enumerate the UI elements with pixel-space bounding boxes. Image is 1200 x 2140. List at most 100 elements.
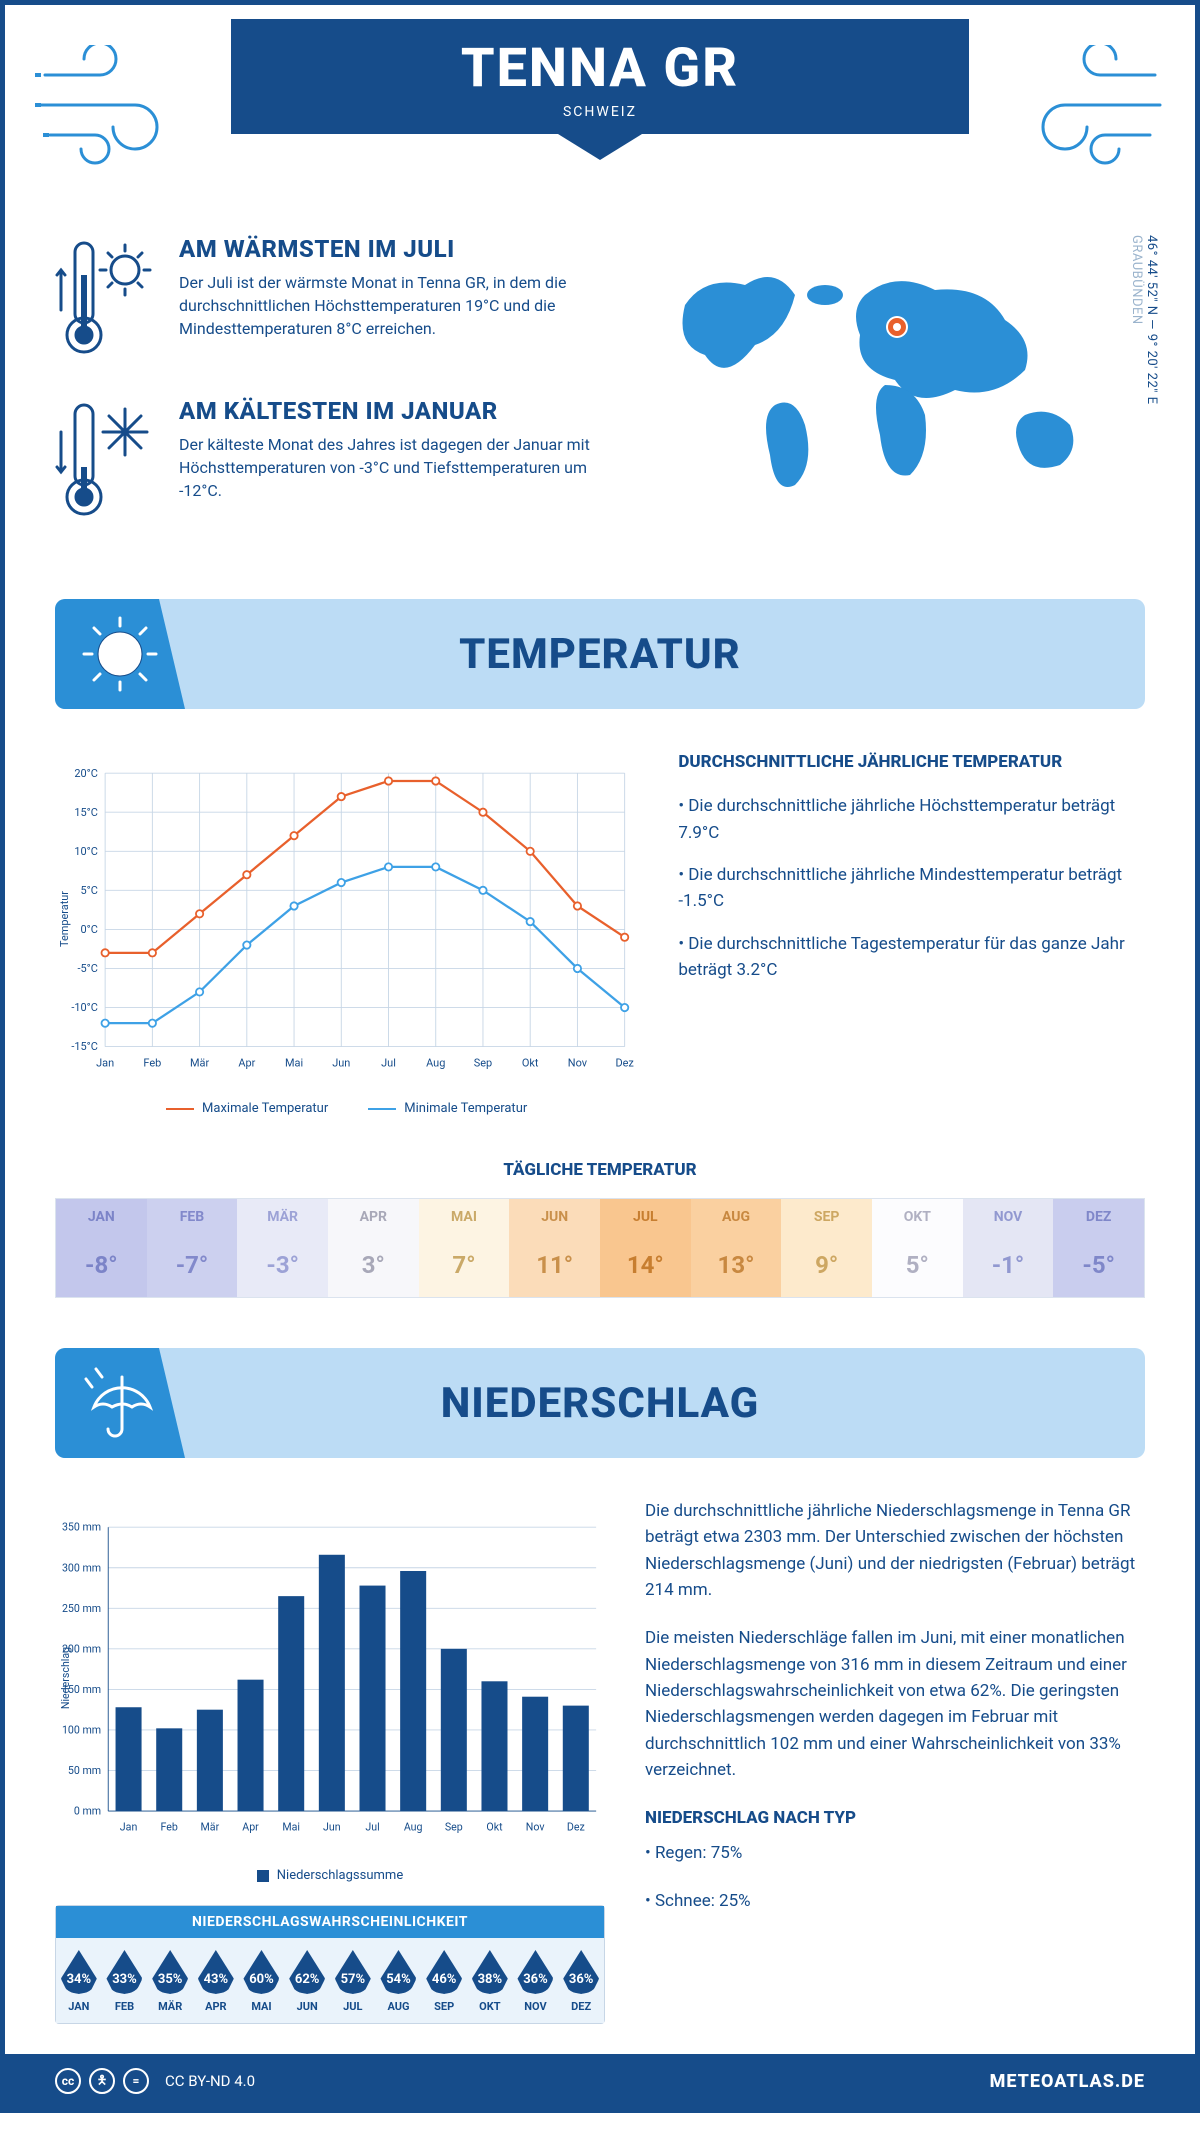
svg-text:Nov: Nov xyxy=(568,1057,588,1070)
daily-temp-cell: AUG13° xyxy=(691,1199,782,1297)
svg-text:Jul: Jul xyxy=(365,1821,379,1834)
svg-text:350 mm: 350 mm xyxy=(62,1521,101,1534)
prob-cell: 33%FEB xyxy=(102,1938,148,2023)
precip-type-1: • Regen: 75% xyxy=(645,1840,1145,1866)
precip-probability-block: NIEDERSCHLAGSWAHRSCHEINLICHKEIT 34%JAN33… xyxy=(55,1905,605,2024)
section-title-temperature: TEMPERATUR xyxy=(185,630,1145,679)
prob-cell: 36%DEZ xyxy=(558,1938,604,2023)
warmest-text: Der Juli ist der wärmste Monat in Tenna … xyxy=(179,271,605,341)
page-subtitle: SCHWEIZ xyxy=(231,104,969,120)
prob-cell: 62%JUN xyxy=(284,1938,330,2023)
svg-text:Jan: Jan xyxy=(120,1821,138,1834)
svg-text:Apr: Apr xyxy=(242,1821,259,1834)
svg-text:5°C: 5°C xyxy=(81,884,98,897)
svg-text:0°C: 0°C xyxy=(81,923,98,936)
license-text: CC BY-ND 4.0 xyxy=(165,2072,255,2090)
thermometer-snow-icon xyxy=(55,397,155,527)
prob-cell: 35%MÄR xyxy=(147,1938,193,2023)
precip-type-title: NIEDERSCHLAG NACH TYP xyxy=(645,1805,1145,1831)
legend-min: Minimale Temperatur xyxy=(368,1101,527,1116)
page-title: TENNA GR xyxy=(231,37,969,100)
svg-text:Feb: Feb xyxy=(161,1821,178,1834)
sun-icon xyxy=(80,614,160,694)
svg-text:Jan: Jan xyxy=(96,1057,114,1070)
svg-text:15°C: 15°C xyxy=(74,806,97,819)
svg-text:Okt: Okt xyxy=(522,1057,539,1070)
daily-temp-cell: MAI7° xyxy=(419,1199,510,1297)
svg-text:0 mm: 0 mm xyxy=(74,1805,101,1818)
prob-cell: 57%JUL xyxy=(330,1938,376,2023)
cc-icon: cc xyxy=(55,2068,81,2094)
daily-temp-cell: DEZ-5° xyxy=(1053,1199,1144,1297)
svg-text:Jul: Jul xyxy=(381,1057,396,1070)
svg-text:Dez: Dez xyxy=(567,1821,585,1834)
svg-text:Niederschlag: Niederschlag xyxy=(59,1647,72,1709)
brand: METEOATLAS.DE xyxy=(990,2071,1145,2092)
prob-cell: 46%SEP xyxy=(421,1938,467,2023)
warmest-fact: AM WÄRMSTEN IM JULI Der Juli ist der wär… xyxy=(55,235,605,365)
daily-temp-cell: JUN11° xyxy=(509,1199,600,1297)
svg-text:Mai: Mai xyxy=(282,1821,300,1834)
coldest-text: Der kälteste Monat des Jahres ist dagege… xyxy=(179,433,605,503)
coordinates: 46° 44' 52" N — 9° 20' 22" E GRAUBÜNDEN xyxy=(1129,235,1159,405)
daily-temp-cell: MÄR-3° xyxy=(237,1199,328,1297)
thermometer-sun-icon xyxy=(55,235,155,365)
nd-icon: = xyxy=(123,2068,149,2094)
prob-title: NIEDERSCHLAGSWAHRSCHEINLICHKEIT xyxy=(56,1906,604,1938)
temp-text-p1: • Die durchschnittliche jährliche Höchst… xyxy=(678,793,1145,846)
prob-cell: 43%APR xyxy=(193,1938,239,2023)
daily-temp-cell: JUL14° xyxy=(600,1199,691,1297)
prob-cell: 60%MAI xyxy=(239,1938,285,2023)
daily-temp-cell: OKT5° xyxy=(872,1199,963,1297)
daily-temp-cell: NOV-1° xyxy=(963,1199,1054,1297)
svg-text:20°C: 20°C xyxy=(74,767,97,780)
svg-text:100 mm: 100 mm xyxy=(62,1724,101,1737)
prob-cell: 34%JAN xyxy=(56,1938,102,2023)
section-banner-precip: NIEDERSCHLAG xyxy=(55,1348,1145,1458)
world-map: 46° 44' 52" N — 9° 20' 22" E GRAUBÜNDEN xyxy=(645,235,1145,559)
temp-text-p3: • Die durchschnittliche Tagestemperatur … xyxy=(678,931,1145,984)
svg-text:50 mm: 50 mm xyxy=(68,1764,101,1777)
temperature-line-chart: -15°C-10°C-5°C0°C5°C10°C15°C20°CJanFebMä… xyxy=(55,749,638,1116)
title-banner: TENNA GR SCHWEIZ xyxy=(231,19,969,134)
daily-temp-cell: FEB-7° xyxy=(147,1199,238,1297)
daily-temp-cell: APR3° xyxy=(328,1199,419,1297)
svg-text:Mär: Mär xyxy=(201,1821,220,1834)
daily-temp-cell: JAN-8° xyxy=(56,1199,147,1297)
by-icon: 🯅 xyxy=(89,2068,115,2094)
svg-text:Sep: Sep xyxy=(445,1821,463,1834)
warmest-title: AM WÄRMSTEN IM JULI xyxy=(179,235,605,263)
wind-icon xyxy=(1015,45,1165,165)
prob-cell: 54%AUG xyxy=(376,1938,422,2023)
header: TENNA GR SCHWEIZ xyxy=(5,5,1195,205)
temp-text-title: DURCHSCHNITTLICHE JÄHRLICHE TEMPERATUR xyxy=(678,749,1145,775)
legend-max: Maximale Temperatur xyxy=(166,1101,328,1116)
daily-temp-title: TÄGLICHE TEMPERATUR xyxy=(5,1160,1195,1180)
temp-text-p2: • Die durchschnittliche jährliche Mindes… xyxy=(678,862,1145,915)
svg-text:Okt: Okt xyxy=(486,1821,503,1834)
precip-type-2: • Schnee: 25% xyxy=(645,1888,1145,1914)
svg-text:Apr: Apr xyxy=(238,1057,255,1070)
svg-text:Jun: Jun xyxy=(323,1821,341,1834)
prob-cell: 36%NOV xyxy=(513,1938,559,2023)
svg-text:Aug: Aug xyxy=(404,1821,423,1834)
svg-text:Aug: Aug xyxy=(426,1057,445,1070)
svg-text:-10°C: -10°C xyxy=(71,1001,97,1014)
svg-text:-15°C: -15°C xyxy=(71,1040,97,1053)
svg-text:Nov: Nov xyxy=(526,1821,545,1834)
prob-cell: 38%OKT xyxy=(467,1938,513,2023)
svg-text:Feb: Feb xyxy=(143,1057,161,1070)
svg-text:Temperatur: Temperatur xyxy=(58,891,71,947)
footer: cc 🯅 = CC BY-ND 4.0 METEOATLAS.DE xyxy=(5,2054,1195,2108)
section-banner-temperature: TEMPERATUR xyxy=(55,599,1145,709)
coldest-title: AM KÄLTESTEN IM JANUAR xyxy=(179,397,605,425)
section-title-precip: NIEDERSCHLAG xyxy=(185,1379,1145,1428)
svg-text:-5°C: -5°C xyxy=(77,962,97,975)
precip-bar-chart: 0 mm50 mm100 mm150 mm200 mm250 mm300 mm3… xyxy=(55,1498,605,1883)
precip-legend: Niederschlagssumme xyxy=(55,1868,605,1883)
svg-text:250 mm: 250 mm xyxy=(62,1602,101,1615)
precip-text-p2: Die meisten Niederschläge fallen im Juni… xyxy=(645,1625,1145,1783)
daily-temp-grid: JAN-8°FEB-7°MÄR-3°APR3°MAI7°JUN11°JUL14°… xyxy=(55,1198,1145,1298)
daily-temp-cell: SEP9° xyxy=(781,1199,872,1297)
svg-text:300 mm: 300 mm xyxy=(62,1561,101,1574)
